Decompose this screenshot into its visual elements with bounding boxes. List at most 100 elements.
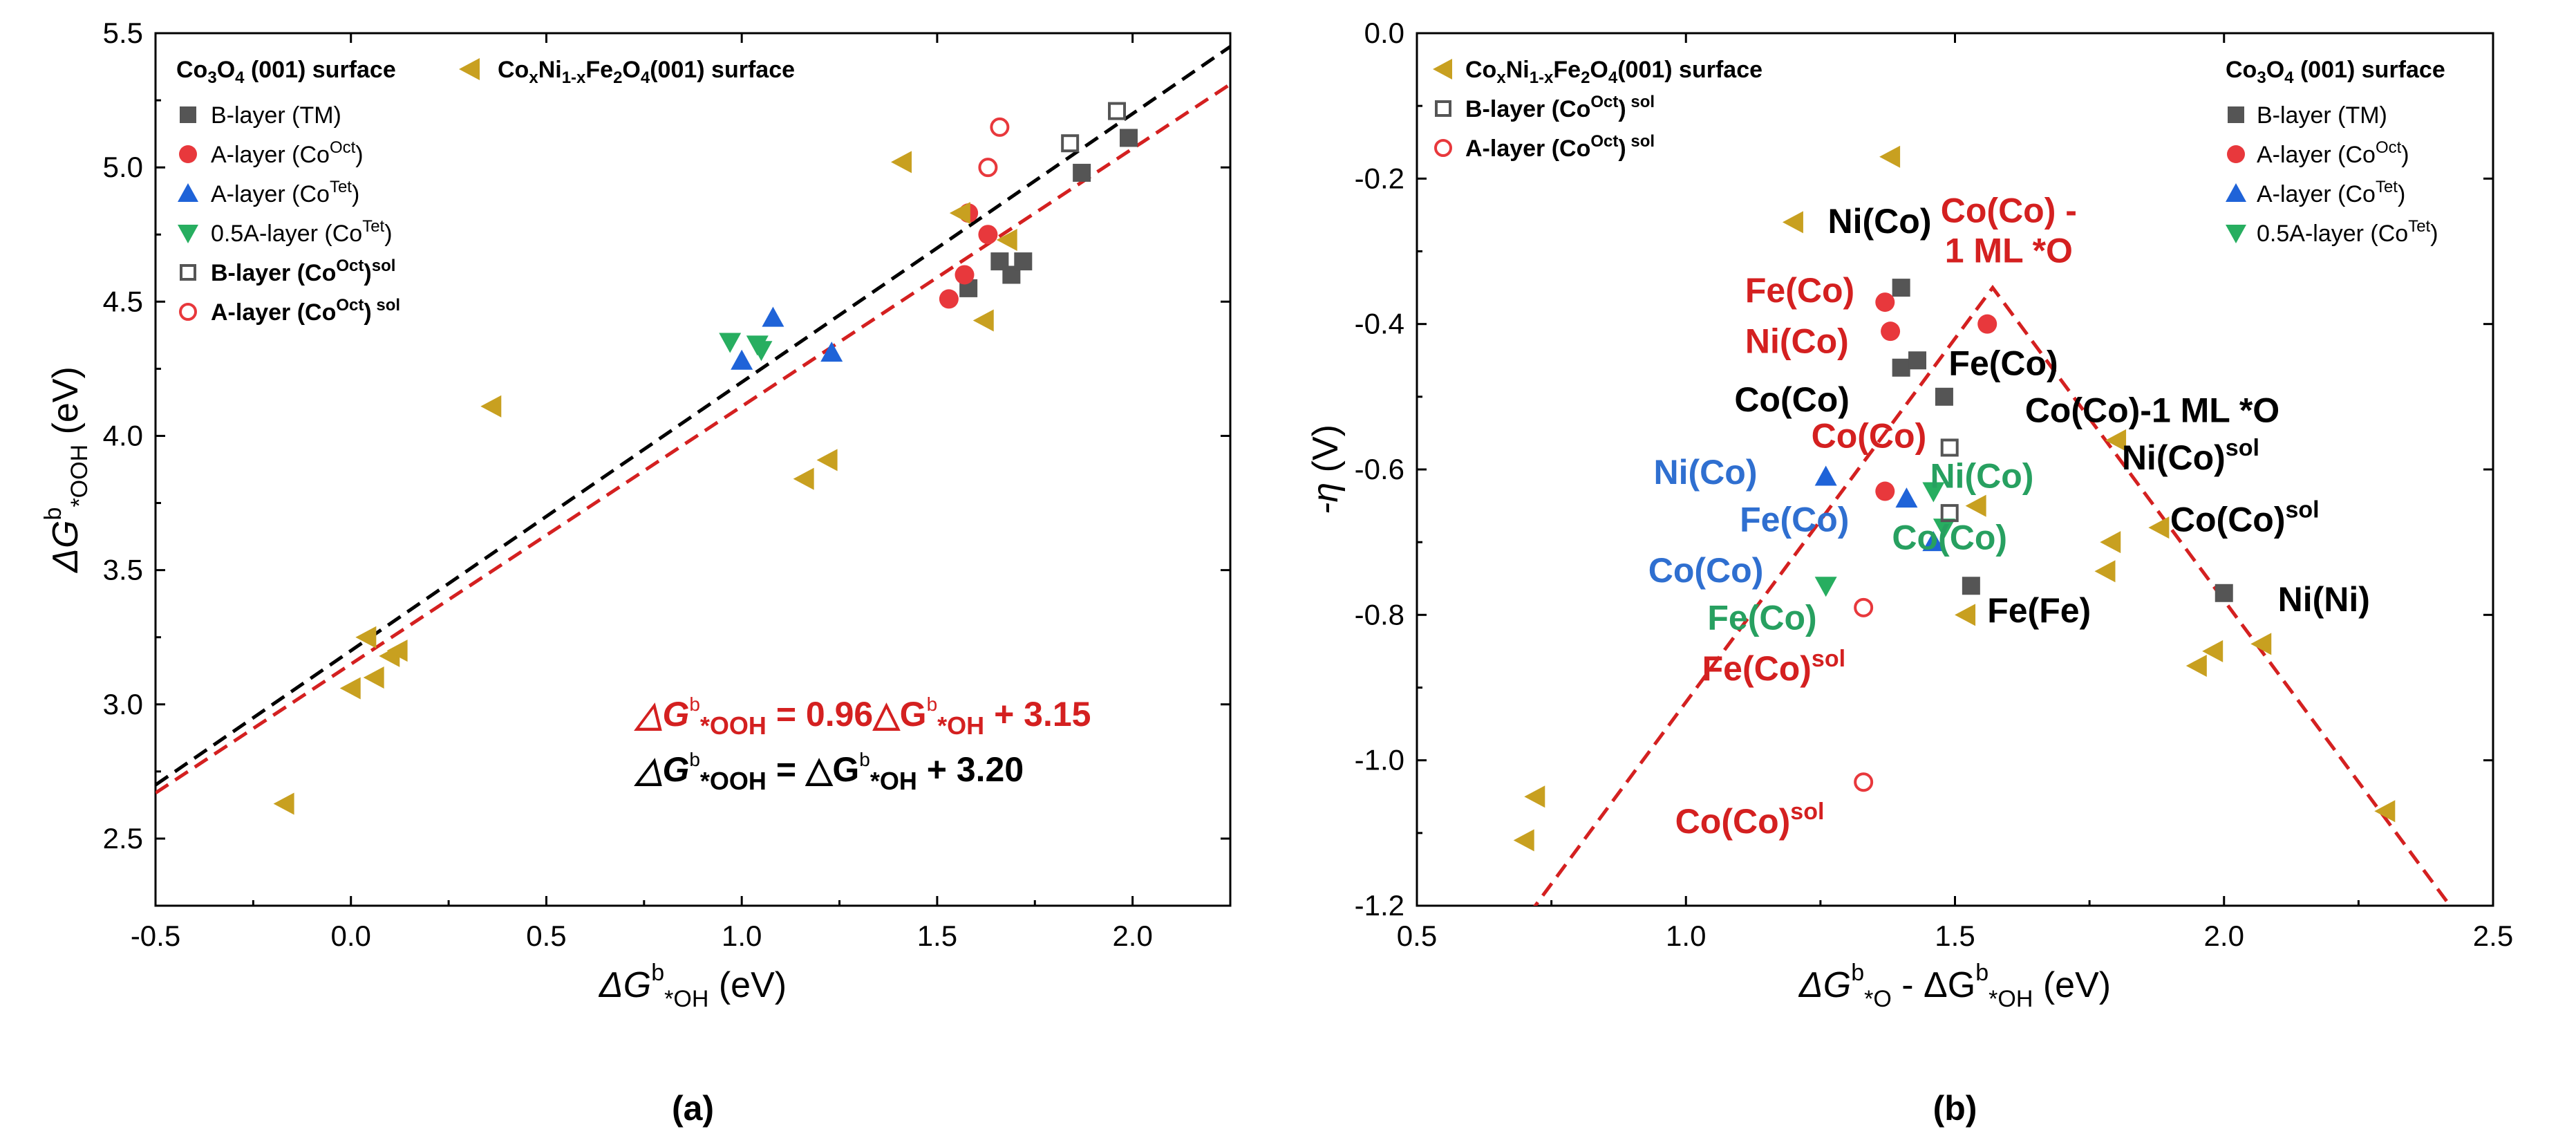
text-span: Tet <box>2408 217 2430 236</box>
text-span: Oct <box>330 138 356 157</box>
text-span: Ni(Co) <box>1930 456 2033 495</box>
text-span: A-layer (Co <box>2257 142 2376 168</box>
b-annotation: Ni(Co)sol <box>2122 435 2259 477</box>
a-y-tick-label: 5.5 <box>103 17 143 49</box>
b-panel-label: (b) <box>1933 1089 1977 1128</box>
text-span: ΔG <box>46 520 86 573</box>
a-x-tick-label: -0.5 <box>131 920 180 952</box>
a-y-axis-label-group: ΔGb*OOH (eV) <box>40 366 93 574</box>
a-data-point <box>939 289 959 309</box>
text-span: Co(Co) <box>1892 519 2007 557</box>
b-y-tick-label: -1.0 <box>1355 744 1404 776</box>
text-span: Ni(Co) <box>2122 438 2226 477</box>
a-y-tick-label: 3.5 <box>103 554 143 586</box>
text-span: sol <box>1626 132 1655 151</box>
a-y-tick-label: 5.0 <box>103 151 143 183</box>
a-legend-marker <box>179 145 197 163</box>
b-data-point <box>1854 772 1874 792</box>
a-data-point <box>719 333 742 353</box>
text-span: (eV) <box>708 965 787 1005</box>
a-y-axis-label: ΔGb*OOH (eV) <box>40 366 93 574</box>
a-data-point <box>1073 163 1091 182</box>
b-legend-header-co3o4: Co3O4 (001) surface <box>2226 57 2445 87</box>
b-legend-label: A-layer (CoOct) <box>2257 138 2409 168</box>
text-span: 1-x <box>1530 68 1554 87</box>
text-span: Co <box>1465 57 1496 83</box>
b-x-tick-label: 1.5 <box>1935 920 1975 952</box>
text-span: *OH <box>870 767 917 795</box>
b-annotation: Ni(Co) <box>1828 202 1932 241</box>
b-annotation: Ni(Co) <box>1745 322 1849 361</box>
a-data-point <box>891 151 912 174</box>
b-series <box>1854 597 1874 792</box>
a-legend-label: A-layer (CoOct) <box>211 138 364 168</box>
text-span: *OH <box>1989 986 2033 1012</box>
a-legend-marker <box>180 264 196 281</box>
text-span: *OOH <box>700 711 767 740</box>
a-data-point <box>990 117 1010 137</box>
a-fit-equation: △Gb*OOH = △Gb*OH + 3.20 <box>634 749 1024 795</box>
a-series <box>273 151 1017 815</box>
b-annotation: Co(Co)sol <box>2170 496 2320 539</box>
b-data-point <box>1881 321 1901 342</box>
a-plot-frame <box>154 32 1232 907</box>
b-volcano-line <box>1533 284 2452 906</box>
text-span: B-layer (Co <box>211 260 336 286</box>
text-span: Tet <box>330 178 352 196</box>
text-span: (001) surface <box>650 57 795 83</box>
text-span: Oct <box>336 296 364 315</box>
b-data-point <box>1875 481 1895 501</box>
b-legend-label: 0.5A-layer (CoTet) <box>2257 217 2438 247</box>
text-span: *OH <box>664 986 708 1012</box>
text-span: 4 <box>1608 68 1618 87</box>
text-span: ) <box>2398 181 2405 207</box>
text-span: b <box>927 693 938 715</box>
text-span: x <box>529 68 538 87</box>
a-data-point <box>820 342 843 362</box>
b-series <box>1892 279 2233 602</box>
text-span: 1-x <box>562 68 586 87</box>
b-annotation: Fe(Fe) <box>1987 591 2091 630</box>
b-data-point <box>1782 211 1803 234</box>
a-series <box>719 333 773 362</box>
text-span: sol <box>1626 93 1655 111</box>
text-span: Tet <box>2376 178 2398 196</box>
a-series <box>1061 102 1127 153</box>
panel-a-chart: -0.5 0.0 0.5 1.0 1.5 2.0 2.5 3.0 3.5 4.0 4.5 5.0 5.5… <box>40 17 1232 1128</box>
b-legend-label: A-layer (CoOct) sol <box>1465 132 1655 162</box>
a-data-point <box>949 202 970 225</box>
text-span: 0.5A-layer (Co <box>211 221 362 247</box>
text-span: B-layer (TM) <box>211 102 341 129</box>
text-span: A-layer (Co <box>1465 136 1590 162</box>
b-data-point <box>1513 829 1534 852</box>
a-data-point <box>339 677 361 700</box>
a-x-tick-label: 2.0 <box>1112 920 1152 952</box>
b-legend-label: B-layer (CoOct) sol <box>1465 93 1655 122</box>
b-annotation: Ni(Ni) <box>2278 580 2370 619</box>
b-y-tick-label: -0.4 <box>1355 308 1404 340</box>
b-data-point <box>1933 519 1955 539</box>
text-span: *OH <box>937 711 984 740</box>
a-data-point <box>731 349 753 370</box>
text-span: B-layer (Co <box>1465 96 1590 122</box>
a-series <box>731 306 843 370</box>
b-legend-label: CoxNi1-xFe2O4(001) surface <box>1465 57 1762 87</box>
text-span: b <box>1975 960 1989 986</box>
text-span: sol <box>372 257 396 275</box>
b-data-point <box>2202 640 2224 662</box>
text-span: Co(Co) <box>1675 802 1791 841</box>
b-x-tick-label: 0.5 <box>1397 920 1437 952</box>
text-span: Ni(Co) <box>1745 322 1849 361</box>
text-span: = 0.96△G <box>767 695 927 734</box>
a-data-point <box>363 666 384 689</box>
b-legend-label: B-layer (TM) <box>2257 102 2387 129</box>
a-legend-label: A-layer (CoOct) sol <box>211 296 400 326</box>
b-x-tick-label: 2.5 <box>2473 920 2513 952</box>
text-span: ΔG <box>598 965 651 1005</box>
text-span: Fe(Co) <box>1707 598 1816 637</box>
text-span: ) <box>1618 136 1626 162</box>
b-y-tick-label: -0.6 <box>1355 453 1404 485</box>
text-span: Ni(Co) <box>1828 202 1932 241</box>
a-data-point <box>1108 102 1127 120</box>
text-span: 3 <box>2257 68 2266 87</box>
